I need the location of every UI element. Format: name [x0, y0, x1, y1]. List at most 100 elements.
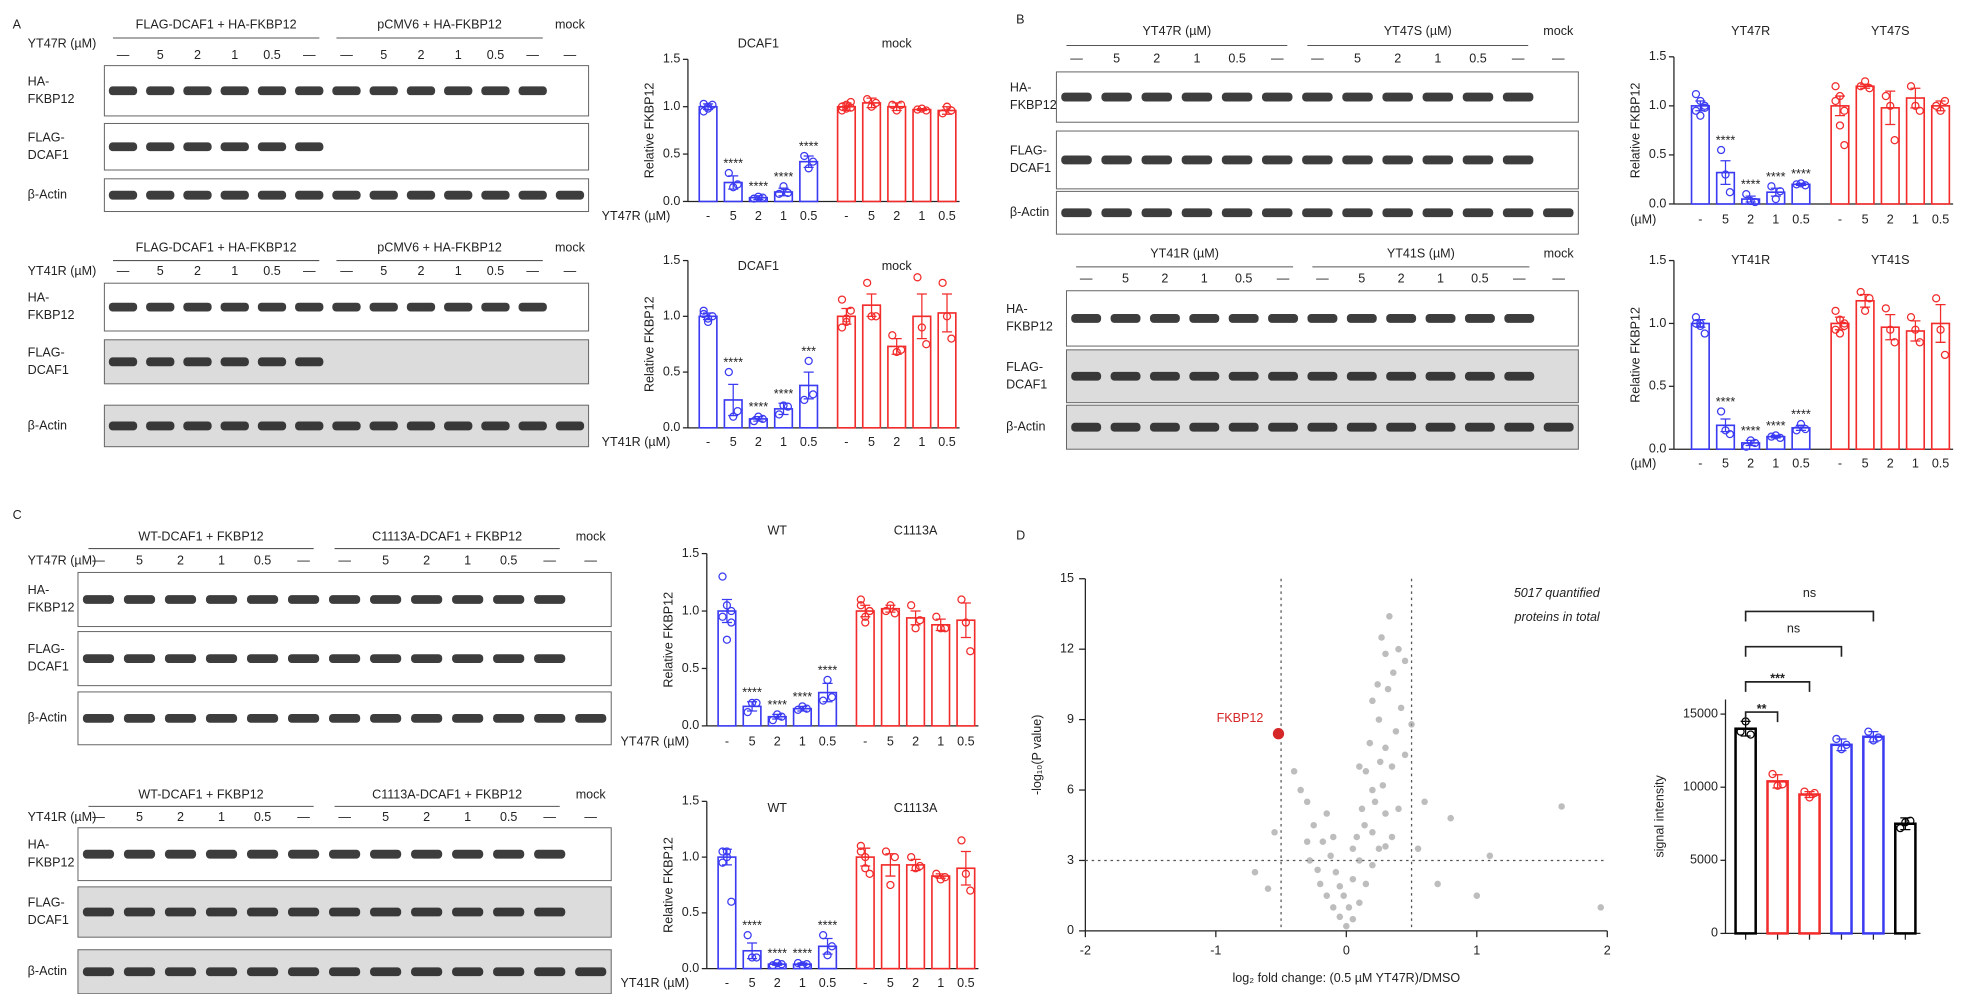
lane-label: 5 [157, 264, 164, 278]
x-tick-label: 2 [1604, 943, 1611, 957]
data-point [1810, 788, 1819, 798]
y-tick-label: 0.0 [682, 961, 699, 975]
blot-band [493, 713, 525, 723]
blot-band [1261, 92, 1293, 102]
data-point [1691, 313, 1701, 322]
y-tick-label: 0.5 [1649, 147, 1666, 161]
lane-label: — [564, 264, 577, 278]
data-point [861, 864, 870, 873]
data-point [1382, 810, 1389, 817]
x-tick-label: 2 [774, 976, 781, 990]
blot-band [246, 907, 279, 917]
x-tick-label: 1 [799, 735, 806, 749]
row-label: FLAG- [28, 130, 65, 144]
row-label: DCAF1 [1006, 377, 1047, 391]
data-point [837, 323, 847, 332]
data-point [1358, 805, 1366, 813]
data-point [1906, 82, 1916, 91]
group-title: YT41S [1871, 253, 1909, 267]
data-point [1392, 728, 1400, 735]
lane-label: 1 [455, 264, 462, 278]
bar [1830, 743, 1853, 935]
blot-band [183, 357, 212, 367]
data-point [938, 278, 947, 288]
x-tick-label: 5 [887, 976, 894, 990]
data-point [1290, 767, 1298, 775]
lane-label: 5 [157, 48, 164, 62]
error-bar [1935, 303, 1946, 343]
treatment-label: YT47R (µM) [28, 37, 97, 51]
data-point [940, 624, 950, 633]
x-axis-label: YT41R (µM) [602, 435, 671, 449]
data-point [1890, 136, 1899, 145]
data-point [1864, 727, 1873, 736]
blot-band [146, 302, 175, 312]
x-tick-label: 5 [1722, 213, 1729, 227]
row-label: DCAF1 [28, 913, 69, 927]
bar [887, 105, 907, 203]
data-point [890, 609, 899, 618]
blot-band [146, 421, 175, 431]
lane-label: 2 [423, 810, 430, 824]
lane-label: — [1513, 272, 1526, 286]
row-label: FLAG- [1006, 360, 1043, 374]
lane-label: 2 [417, 48, 424, 62]
blot-band [1110, 422, 1141, 432]
blot-band [1149, 314, 1180, 323]
blot-band [518, 421, 547, 431]
blot-band [123, 713, 156, 723]
blot-band [534, 713, 566, 723]
blot-band [1181, 92, 1213, 102]
data-point [863, 278, 872, 288]
data-point [1316, 880, 1324, 888]
blot-band [370, 595, 402, 604]
x-tick-label: 0.5 [957, 976, 974, 990]
point-label: FKBP12 [1217, 711, 1264, 725]
data-point [1691, 106, 1701, 115]
data-point [1303, 798, 1311, 806]
blot-band [1462, 92, 1494, 102]
data-point [846, 103, 855, 112]
row-label: β-Actin [1010, 205, 1049, 219]
data-point [1801, 181, 1810, 190]
blot-band [411, 713, 443, 723]
data-point [749, 194, 759, 203]
data-point [1386, 613, 1393, 620]
bar [836, 105, 857, 203]
lane-label: 2 [1161, 272, 1168, 286]
data-point [1716, 145, 1726, 155]
data-point [798, 961, 807, 970]
data-point [922, 106, 931, 115]
blot-band [123, 907, 156, 917]
lane-label: 0.5 [487, 48, 504, 62]
blot-band [257, 357, 287, 367]
blot-band [1386, 422, 1417, 432]
lane-label: 5 [382, 810, 389, 824]
lane-label: 0.5 [1469, 52, 1486, 66]
data-point [1911, 325, 1920, 334]
data-point [823, 675, 832, 685]
data-point [1323, 810, 1331, 817]
blot-band [534, 654, 566, 664]
blot-band [108, 302, 138, 312]
lane-label: 5 [1354, 52, 1361, 66]
data-point [1750, 197, 1760, 207]
x-axis-label: (µM) [1630, 213, 1656, 227]
data-point [890, 852, 899, 862]
bar [717, 610, 737, 727]
lane-label: — [340, 264, 353, 278]
x-tick-label: -2 [1080, 943, 1091, 957]
data-point [1840, 140, 1849, 150]
x-tick-label: 0.5 [819, 976, 836, 990]
data-point [758, 193, 767, 202]
blot-band [329, 654, 361, 664]
data-point [724, 168, 733, 178]
data-point [1840, 106, 1849, 115]
data-point [754, 412, 763, 421]
x-tick-label: 2 [755, 209, 762, 223]
blot-band [220, 302, 249, 312]
y-tick-label: 1.5 [1649, 49, 1666, 63]
blot-band [518, 302, 547, 312]
row-label: FKBP12 [28, 601, 75, 615]
